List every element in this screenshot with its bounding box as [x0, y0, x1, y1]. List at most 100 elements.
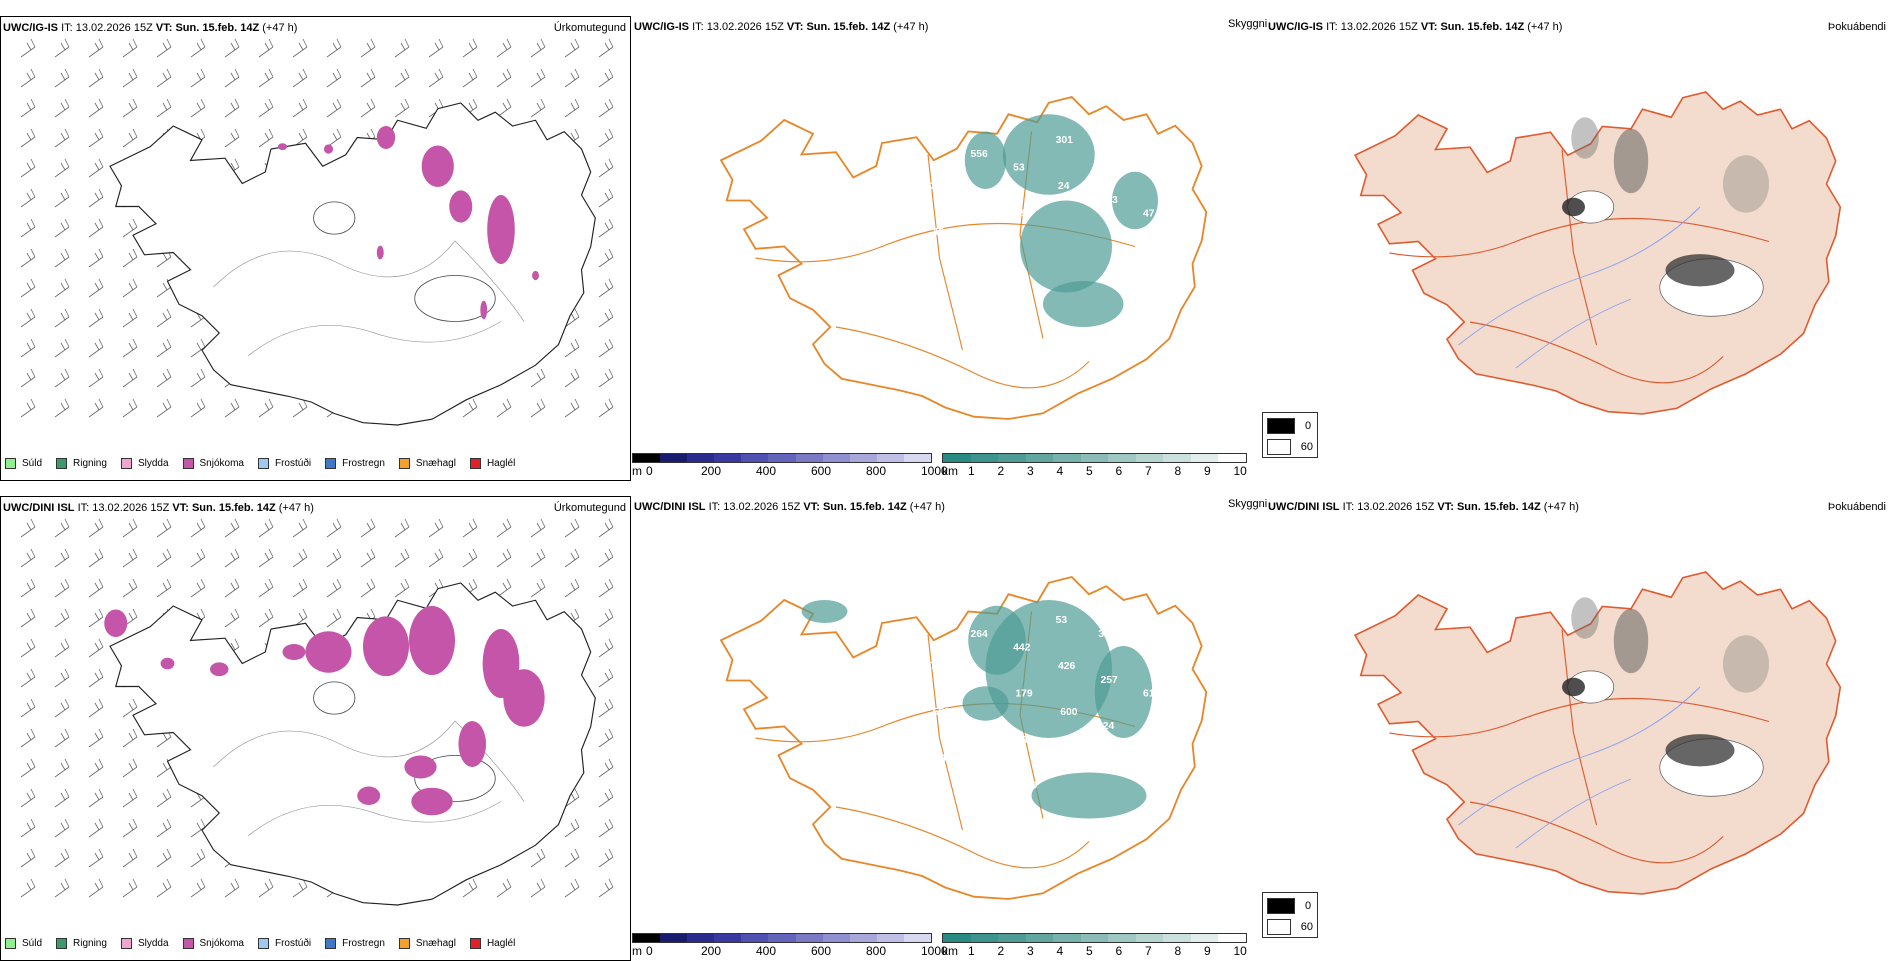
snow-area [305, 631, 352, 673]
scale-unit: km [942, 944, 958, 958]
wind-barb [20, 698, 36, 718]
legend-swatch [182, 458, 194, 469]
cloud-base-label: 333 [928, 135, 946, 146]
scale-tick: 200 [701, 464, 722, 478]
cloud-base-label: 16 [975, 241, 987, 252]
legend-item: Snæhagl [398, 938, 456, 949]
wind-barb [258, 398, 274, 418]
wind-barb [598, 788, 614, 808]
scale-tick: 10 [1233, 944, 1247, 958]
scale-tick: 7 [1145, 464, 1152, 478]
fog-legend-label: 0 [1305, 900, 1312, 912]
wind-barb [190, 848, 206, 868]
cloud-base-label: 317 [1098, 629, 1116, 640]
wind-barb [20, 878, 36, 898]
wind-barb [156, 788, 172, 808]
wind-barb [88, 38, 104, 58]
wind-barb [598, 668, 614, 688]
wind-barb [88, 158, 104, 178]
wind-barb [88, 218, 104, 238]
wind-barb [20, 518, 36, 538]
scale-tick: 1000 [921, 464, 948, 478]
fog-map [1353, 571, 1842, 895]
legend-swatch [257, 938, 269, 949]
wind-barb [530, 368, 546, 388]
wind-barb [564, 398, 580, 418]
wind-barb [88, 728, 104, 748]
wind-barb [122, 518, 138, 538]
scale-tick: 9 [1204, 944, 1211, 958]
legend-item: Slydda [120, 458, 169, 469]
legend-item: Rigning [56, 458, 107, 469]
scale-tick: 7 [1145, 944, 1152, 958]
cloud-base-label: 189 [1020, 781, 1038, 792]
wind-barb [190, 878, 206, 898]
snow-area [409, 606, 455, 675]
wind-barb [224, 608, 240, 628]
visibility-area [1112, 171, 1158, 230]
wind-barb [54, 368, 70, 388]
wind-barb [54, 158, 70, 178]
wind-barb [530, 878, 546, 898]
legend-item: Snjókoma [182, 458, 244, 469]
wind-barb [258, 608, 274, 628]
wind-barb [530, 68, 546, 88]
wind-barb [598, 158, 614, 178]
wind-barb [54, 608, 70, 628]
panel-title: UWC/DINI ISL IT: 13.02.2026 15Z VT: Sun.… [3, 502, 314, 514]
wind-barb [496, 578, 512, 598]
wind-barb [20, 218, 36, 238]
wind-barb [190, 398, 206, 418]
scale-unit: km [942, 464, 958, 478]
cloud-base-label: 301 [1056, 135, 1074, 146]
wind-barb [598, 398, 614, 418]
fog-legend-swatch [1267, 919, 1291, 935]
wind-barb [88, 248, 104, 268]
wind-barb [122, 368, 138, 388]
wind-barb [258, 548, 274, 568]
legend-item: Haglél [469, 938, 515, 949]
scale-tick: 200 [701, 944, 722, 958]
wind-barb [326, 38, 342, 58]
wind-barb [20, 308, 36, 328]
wind-barb [20, 188, 36, 208]
wind-barb [564, 68, 580, 88]
scale-tick: 3 [1027, 944, 1034, 958]
legend-label: Frostregn [342, 938, 385, 949]
legend-item: Haglél [469, 458, 515, 469]
wind-barb [394, 518, 410, 538]
snow-area [323, 144, 334, 154]
wind-barb [190, 68, 206, 88]
height-scale: m 0 200 400 600 800 1000 [632, 933, 948, 958]
iceland-outline [719, 575, 1208, 900]
wind-barb [156, 308, 172, 328]
precip-panel-row2: UWC/DINI ISL IT: 13.02.2026 15Z VT: Sun.… [0, 496, 631, 961]
wind-barb [54, 278, 70, 298]
wind-barb [292, 578, 308, 598]
wind-barb [54, 878, 70, 898]
wind-barb [20, 248, 36, 268]
wind-barb [156, 368, 172, 388]
wind-barb [224, 38, 240, 58]
cloud-base-label: 556 [971, 149, 989, 160]
legend-item: Slydda [120, 938, 169, 949]
legend-label: Súld [22, 938, 43, 949]
cloud-base-label: 48 [933, 227, 945, 238]
wind-barb [88, 128, 104, 148]
wind-barb [88, 608, 104, 628]
wind-barb [190, 338, 206, 358]
wind-barb [292, 518, 308, 538]
cloud-base-label: 426 [1058, 661, 1076, 672]
wind-barb [564, 848, 580, 868]
cloud-base-label: 24 [928, 615, 940, 626]
wind-barb [88, 518, 104, 538]
iceland-outline [719, 95, 1208, 420]
precip-legend: Súld Rigning Slydda Snjókoma Frostúði Frostre… [5, 458, 529, 469]
wind-barb [190, 548, 206, 568]
wind-barb [258, 38, 274, 58]
wind-barb [190, 368, 206, 388]
scale-tick: 600 [811, 944, 832, 958]
wind-barb [156, 548, 172, 568]
wind-barb [564, 818, 580, 838]
wind-barb [88, 188, 104, 208]
